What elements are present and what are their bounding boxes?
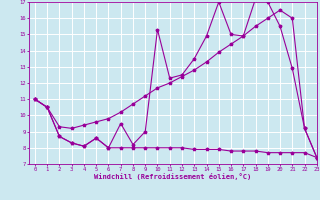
X-axis label: Windchill (Refroidissement éolien,°C): Windchill (Refroidissement éolien,°C) xyxy=(94,173,252,180)
